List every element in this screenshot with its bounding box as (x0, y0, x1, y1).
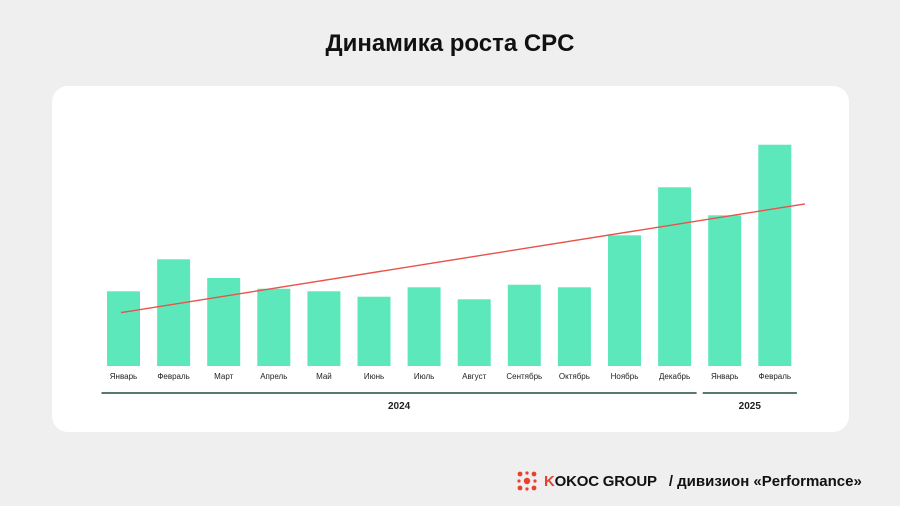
category-label: Июнь (364, 372, 384, 381)
trendline (120, 203, 806, 314)
cpc-bar-chart: Январь Февраль Март Апрель Май Июнь Июль Август… (101, 144, 806, 412)
chart-bar (557, 287, 591, 366)
year-label: 2025 (739, 401, 762, 412)
brand-rest: OKOC GROUP (554, 472, 657, 490)
chart-bar (658, 187, 692, 366)
category-label: Февраль (157, 372, 190, 381)
category-label: Февраль (759, 372, 792, 381)
chart-bar (708, 215, 742, 366)
chart-bar (107, 291, 140, 366)
footer-branding: KOKOC GROUP / дивизион «Performance» (516, 469, 862, 493)
category-label: Январь (711, 372, 738, 381)
chart-card: Январь Февраль Март Апрель Май Июнь Июль Август… (52, 86, 849, 432)
category-label: Ноябрь (611, 372, 639, 381)
page-title: Динамика роста CPC (325, 30, 575, 57)
chart-bar (608, 235, 641, 366)
category-label: Сентябрь (506, 372, 542, 381)
brand-name: KOKOC GROUP (544, 473, 657, 490)
kokoc-logo-icon (517, 471, 537, 491)
chart-bar (457, 299, 491, 366)
chart-bar (758, 144, 792, 366)
category-label: Декабрь (659, 372, 690, 381)
chart-bar (307, 291, 341, 366)
chart-bar (507, 284, 541, 366)
category-label: Май (316, 372, 332, 381)
category-label: Октябрь (559, 372, 590, 381)
category-label: Июль (414, 372, 434, 381)
category-label: Август (462, 372, 486, 381)
division-label: / дивизион «Performance» (668, 472, 862, 490)
chart-bar (157, 259, 191, 366)
chart-bar (257, 288, 291, 366)
chart-bar (357, 296, 391, 366)
category-label: Январь (110, 372, 137, 381)
chart-bar (407, 287, 441, 366)
brand-prefix: K (544, 472, 555, 490)
chart-bar (207, 278, 241, 366)
category-label: Март (214, 372, 233, 381)
category-label: Апрель (260, 372, 287, 381)
year-label: 2024 (388, 401, 411, 412)
